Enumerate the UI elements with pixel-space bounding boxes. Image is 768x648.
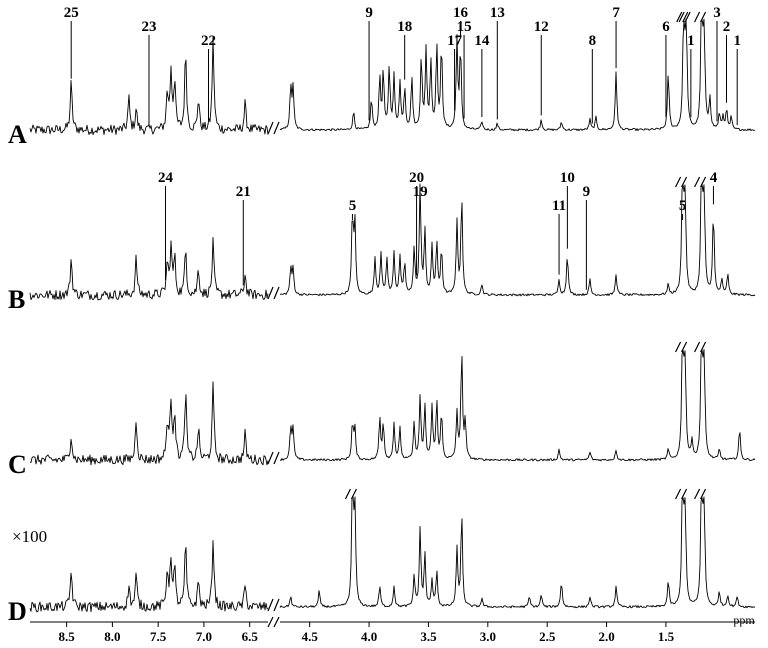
axis-break-mark — [267, 616, 280, 628]
x-tick-label: 4.0 — [361, 629, 377, 644]
x-axis: 8.5 8.0 7.5 7.0 6.5 4.5 4.0 3.5 3.0 2.5 2.0 1.5 ppm — [30, 613, 755, 644]
spectrum-label-B: B — [8, 285, 25, 314]
spectrum-label-C: C — [8, 450, 27, 479]
peak-annotations: 2523229181716151413128761321242152019111… — [64, 5, 741, 290]
spectra-traces — [29, 11, 756, 613]
aromatic-scale-label: ×100 — [12, 527, 47, 546]
axis-break-mark — [267, 598, 280, 612]
peak-label-17: 17 — [447, 33, 463, 49]
spectrum-trace-A-right — [279, 18, 756, 132]
peak-label-22: 22 — [201, 33, 216, 49]
peak-label-1: 1 — [687, 33, 695, 49]
peak-truncation-mark — [675, 341, 688, 353]
peak-label-9: 9 — [583, 184, 591, 200]
spectrum-trace-B-left — [29, 236, 269, 301]
x-tick-label: 8.0 — [104, 629, 120, 644]
peak-truncation-mark — [694, 176, 707, 188]
peak-label-18: 18 — [397, 19, 412, 35]
x-tick-label: 2.5 — [539, 629, 556, 644]
spectrum-trace-C-right — [279, 348, 756, 462]
peak-label-4: 4 — [710, 170, 718, 186]
peak-label-9: 9 — [365, 5, 373, 21]
peak-truncation-mark — [344, 488, 357, 500]
peak-truncation-mark — [694, 11, 707, 23]
peak-truncation-mark — [675, 176, 688, 188]
peak-label-2: 2 — [723, 19, 731, 35]
peak-truncation-mark — [676, 11, 689, 23]
peak-truncation-mark — [675, 488, 688, 500]
spectrum-label-A: A — [8, 120, 27, 149]
peak-label-5: 5 — [679, 198, 687, 214]
x-tick-label: 2.0 — [598, 629, 614, 644]
peak-label-19: 19 — [413, 184, 428, 200]
peak-label-7: 7 — [612, 5, 620, 21]
axis-break-mark — [267, 286, 280, 300]
x-tick-label: 7.0 — [196, 629, 212, 644]
peak-truncation-mark — [678, 11, 691, 23]
peak-label-10: 10 — [560, 170, 575, 186]
x-axis-unit: ppm — [733, 613, 755, 627]
spectrum-trace-C-left — [29, 381, 269, 466]
x-tick-label: 1.5 — [658, 629, 675, 644]
peak-label-25: 25 — [64, 5, 79, 21]
x-tick-label: 8.5 — [58, 629, 75, 644]
peak-label-20: 20 — [409, 170, 424, 186]
spectrum-trace-B-right — [279, 183, 756, 297]
x-tick-label: 6.5 — [242, 629, 259, 644]
peak-label-23: 23 — [142, 19, 157, 35]
axis-break-mark — [267, 121, 280, 135]
peak-truncation-mark — [694, 341, 707, 353]
peak-label-5: 5 — [349, 198, 357, 214]
peak-label-1: 1 — [733, 33, 741, 49]
spectrum-trace-D-left — [29, 540, 269, 613]
peak-truncation-mark — [694, 488, 707, 500]
x-tick-label: 7.5 — [150, 629, 167, 644]
peak-label-24: 24 — [158, 170, 174, 186]
spectrum-trace-D-right — [279, 495, 756, 609]
x-tick-label: 3.0 — [480, 629, 496, 644]
x-tick-label: 4.5 — [302, 629, 319, 644]
peak-label-3: 3 — [713, 5, 721, 21]
peak-label-16: 16 — [453, 5, 469, 21]
peak-label-14: 14 — [474, 33, 490, 49]
peak-label-11: 11 — [552, 198, 566, 214]
spectrum-label-D: D — [8, 597, 27, 626]
peak-label-8: 8 — [589, 33, 597, 49]
spectrum-labels: A B C D — [8, 120, 27, 626]
peak-label-13: 13 — [490, 5, 505, 21]
peak-label-15: 15 — [457, 19, 472, 35]
peak-label-21: 21 — [236, 184, 251, 200]
peak-label-12: 12 — [534, 19, 549, 35]
axis-break-mark — [267, 451, 280, 465]
peak-label-6: 6 — [662, 19, 670, 35]
x-tick-label: 3.5 — [420, 629, 437, 644]
